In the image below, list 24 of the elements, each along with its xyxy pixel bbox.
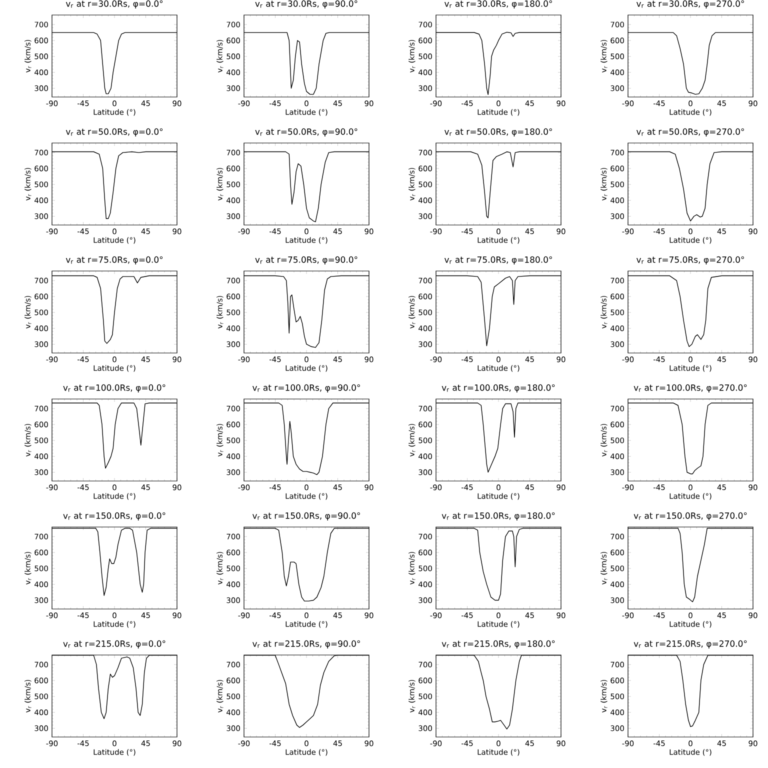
chart-title: v$_{r}$ at r=215.0Rs, φ=0.0°: [63, 640, 166, 648]
chart-title: v$_{r}$ at r=100.0Rs, φ=90.0°: [252, 384, 360, 392]
chart-title: v$_{r}$ at r=150.0Rs, φ=270.0°: [634, 512, 747, 520]
chart-title: v$_{r}$ at r=150.0Rs, φ=0.0°: [63, 512, 166, 520]
chart-title: v$_{r}$ at r=30.0Rs, φ=270.0°: [636, 0, 744, 8]
chart-title: v$_{r}$ at r=215.0Rs, φ=90.0°: [252, 640, 360, 648]
chart-title: v$_{r}$ at r=30.0Rs, φ=0.0°: [66, 0, 163, 8]
chart-title: v$_{r}$ at r=50.0Rs, φ=0.0°: [66, 128, 163, 136]
chart-title: v$_{r}$ at r=30.0Rs, φ=90.0°: [255, 0, 358, 8]
chart-title: v$_{r}$ at r=50.0Rs, φ=90.0°: [255, 128, 358, 136]
chart-title: v$_{r}$ at r=75.0Rs, φ=270.0°: [636, 256, 744, 264]
chart-title: v$_{r}$ at r=50.0Rs, φ=270.0°: [636, 128, 744, 136]
chart-title: v$_{r}$ at r=75.0Rs, φ=90.0°: [255, 256, 358, 264]
chart-title: v$_{r}$ at r=150.0Rs, φ=180.0°: [442, 512, 555, 520]
chart-title: v$_{r}$ at r=100.0Rs, φ=270.0°: [634, 384, 747, 392]
chart-title: v$_{r}$ at r=30.0Rs, φ=180.0°: [444, 0, 552, 8]
chart-title: v$_{r}$ at r=215.0Rs, φ=270.0°: [634, 640, 747, 648]
chart-title: v$_{r}$ at r=50.0Rs, φ=180.0°: [444, 128, 552, 136]
chart-title: v$_{r}$ at r=215.0Rs, φ=180.0°: [442, 640, 555, 648]
chart-title: v$_{r}$ at r=100.0Rs, φ=0.0°: [63, 384, 166, 392]
chart-title: v$_{r}$ at r=100.0Rs, φ=180.0°: [442, 384, 555, 392]
chart-title: v$_{r}$ at r=75.0Rs, φ=0.0°: [66, 256, 163, 264]
chart-title: v$_{r}$ at r=75.0Rs, φ=180.0°: [444, 256, 552, 264]
chart-title: v$_{r}$ at r=150.0Rs, φ=90.0°: [252, 512, 360, 520]
